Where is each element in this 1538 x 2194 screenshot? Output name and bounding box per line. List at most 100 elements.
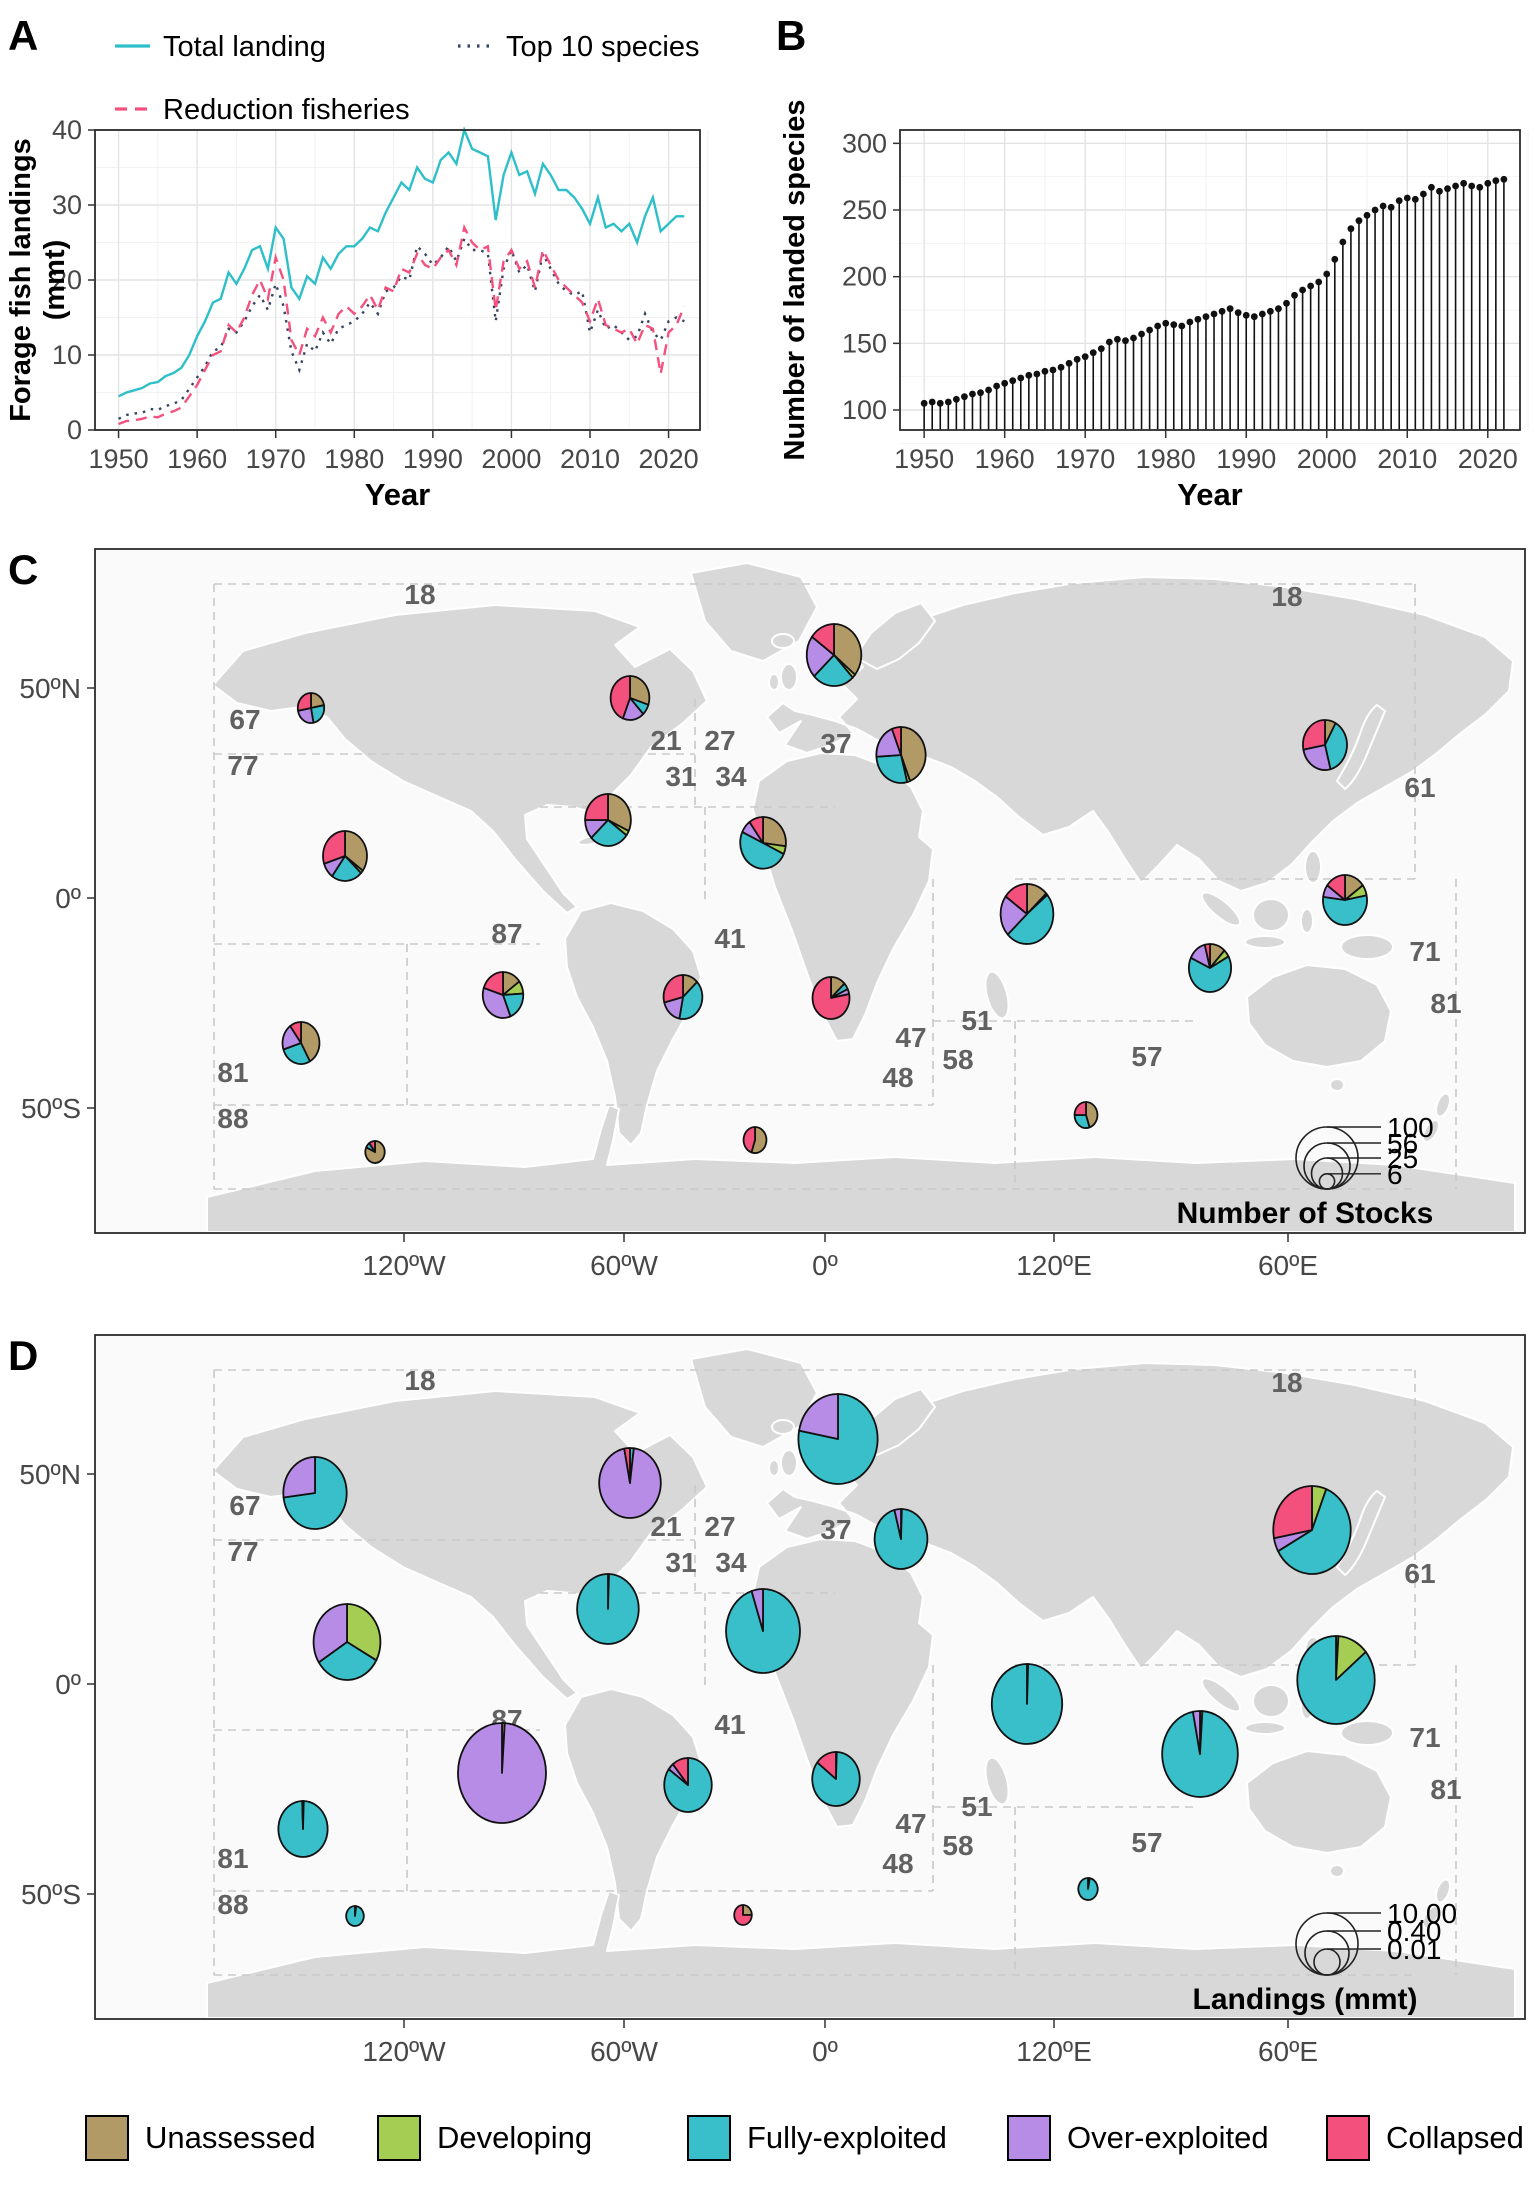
region-label-48: 48 xyxy=(882,1848,913,1879)
size-legend-title: Number of Stocks xyxy=(1177,1197,1434,1230)
pie-region-81 xyxy=(277,1800,329,1858)
region-label-31: 31 xyxy=(665,1547,696,1578)
region-label-71: 71 xyxy=(1409,1722,1440,1753)
svg-text:150: 150 xyxy=(842,328,887,358)
pie-region-58 xyxy=(1073,1101,1099,1129)
map-xtick: 60ºW xyxy=(590,1250,658,1281)
pie-region-81 xyxy=(281,1021,321,1065)
svg-text:1960: 1960 xyxy=(975,444,1035,474)
region-label-47: 47 xyxy=(895,1808,926,1839)
pie-region-41 xyxy=(662,974,704,1020)
svg-text:0: 0 xyxy=(67,415,82,445)
pie-region-21 xyxy=(609,675,651,721)
region-label-57: 57 xyxy=(1131,1827,1162,1858)
legend-label: Over-exploited xyxy=(1067,2120,1269,2155)
pie-region-37 xyxy=(873,1508,929,1570)
region-label-67: 67 xyxy=(229,1490,260,1521)
pie-region-87 xyxy=(481,971,525,1019)
svg-text:1990: 1990 xyxy=(1216,444,1276,474)
region-label-18: 18 xyxy=(1271,581,1302,612)
svg-text:100: 100 xyxy=(842,395,887,425)
region-label-18: 18 xyxy=(404,579,435,610)
svg-text:2010: 2010 xyxy=(1377,444,1437,474)
pie-region-67 xyxy=(282,1456,348,1530)
map-xtick: 120ºE xyxy=(1016,1250,1092,1281)
legend-item-unassessed: Unassessed xyxy=(85,2108,316,2168)
region-label-81: 81 xyxy=(217,1057,248,1088)
panel-a-ylabel: Forage fish landings xyxy=(5,138,37,422)
svg-text:1970: 1970 xyxy=(246,444,306,474)
size-legend-value: 10.00 xyxy=(1387,1898,1457,1929)
pie-region-67 xyxy=(296,692,326,724)
legend-item-over-exploited: Over-exploited xyxy=(1007,2108,1269,2168)
panel-a-xlabel: Year xyxy=(365,477,431,512)
region-label-18: 18 xyxy=(404,1365,435,1396)
svg-text:1980: 1980 xyxy=(1136,444,1196,474)
map-xtick: 0º xyxy=(812,2036,838,2067)
pie-region-41 xyxy=(663,1757,713,1813)
region-label-27: 27 xyxy=(704,725,735,756)
region-label-61: 61 xyxy=(1404,1558,1435,1589)
size-legend-value: 0.40 xyxy=(1387,1916,1442,1947)
size-legend-value: 25 xyxy=(1387,1143,1418,1174)
pie-region-61 xyxy=(1302,719,1348,771)
svg-text:2000: 2000 xyxy=(1297,444,1357,474)
region-label-81: 81 xyxy=(217,1843,248,1874)
region-label-21: 21 xyxy=(650,725,681,756)
svg-text:200: 200 xyxy=(842,262,887,292)
pie-region-37 xyxy=(875,726,927,784)
legend-swatch xyxy=(1007,2115,1051,2161)
region-label-47: 47 xyxy=(895,1022,926,1053)
map-xtick: 120ºE xyxy=(1016,2036,1092,2067)
region-label-61: 61 xyxy=(1404,772,1435,803)
region-label-81: 81 xyxy=(1430,1774,1461,1805)
pie-region-88 xyxy=(364,1140,386,1164)
svg-text:(mmt): (mmt) xyxy=(39,240,71,321)
region-label-41: 41 xyxy=(714,1709,745,1740)
map-ytick: 50ºS xyxy=(21,1879,81,1910)
svg-text:2000: 2000 xyxy=(481,444,541,474)
map-ytick: 50ºN xyxy=(19,673,81,704)
pie-region-34 xyxy=(739,816,787,870)
region-label-41: 41 xyxy=(714,923,745,954)
svg-text:2020: 2020 xyxy=(639,444,699,474)
svg-text:1990: 1990 xyxy=(403,444,463,474)
region-label-71: 71 xyxy=(1409,936,1440,967)
map-xtick: 60ºW xyxy=(590,2036,658,2067)
panel-b-ylabel: Number of landed species xyxy=(779,100,811,461)
pie-region-51 xyxy=(999,883,1055,945)
svg-text:1950: 1950 xyxy=(89,444,149,474)
region-label-67: 67 xyxy=(229,704,260,735)
map-ytick: 0º xyxy=(55,883,81,914)
panel-c-stocks-map: C 18 18 67 77 21 27 31 34 37 61 71 81 87 41 47 48 51 58 57 8… xyxy=(8,546,1526,1281)
region-label-57: 57 xyxy=(1131,1041,1162,1072)
region-label-34: 34 xyxy=(715,761,747,792)
panel-b-xlabel: Year xyxy=(1177,477,1243,512)
legend-label-top-10-species: Top 10 species xyxy=(506,31,699,63)
svg-text:1980: 1980 xyxy=(324,444,384,474)
legend-label: Developing xyxy=(437,2120,593,2155)
pie-region-57 xyxy=(1188,943,1233,993)
panel-a-letter: A xyxy=(8,12,38,59)
region-label-81: 81 xyxy=(1430,988,1461,1019)
panel-b-lollipop-chart: B 100 150 200 250 300 1950 1960 1970 1980 1990 2000… xyxy=(776,12,1529,512)
svg-text:2020: 2020 xyxy=(1458,444,1518,474)
region-label-31: 31 xyxy=(665,761,696,792)
region-label-88: 88 xyxy=(217,1103,248,1134)
map-xtick: 0º xyxy=(812,1250,838,1281)
pie-region-48 xyxy=(742,1126,768,1154)
pie-region-71 xyxy=(1296,1635,1376,1725)
pie-region-27 xyxy=(797,1393,879,1485)
panel-a-line-chart: A 0 10 20 30 40 1950 1960 1970 1980 1990 2000 2010 20… xyxy=(5,12,709,512)
pie-region-31 xyxy=(576,1573,640,1645)
map-ytick: 50ºS xyxy=(21,1093,81,1124)
panel-b-letter: B xyxy=(776,12,806,59)
legend-swatch xyxy=(1326,2115,1370,2161)
panel-d-letter: D xyxy=(8,1332,38,1379)
region-label-58: 58 xyxy=(942,1830,973,1861)
legend-swatch xyxy=(85,2115,129,2161)
pie-region-77 xyxy=(322,830,368,882)
map-ytick: 50ºN xyxy=(19,1459,81,1490)
